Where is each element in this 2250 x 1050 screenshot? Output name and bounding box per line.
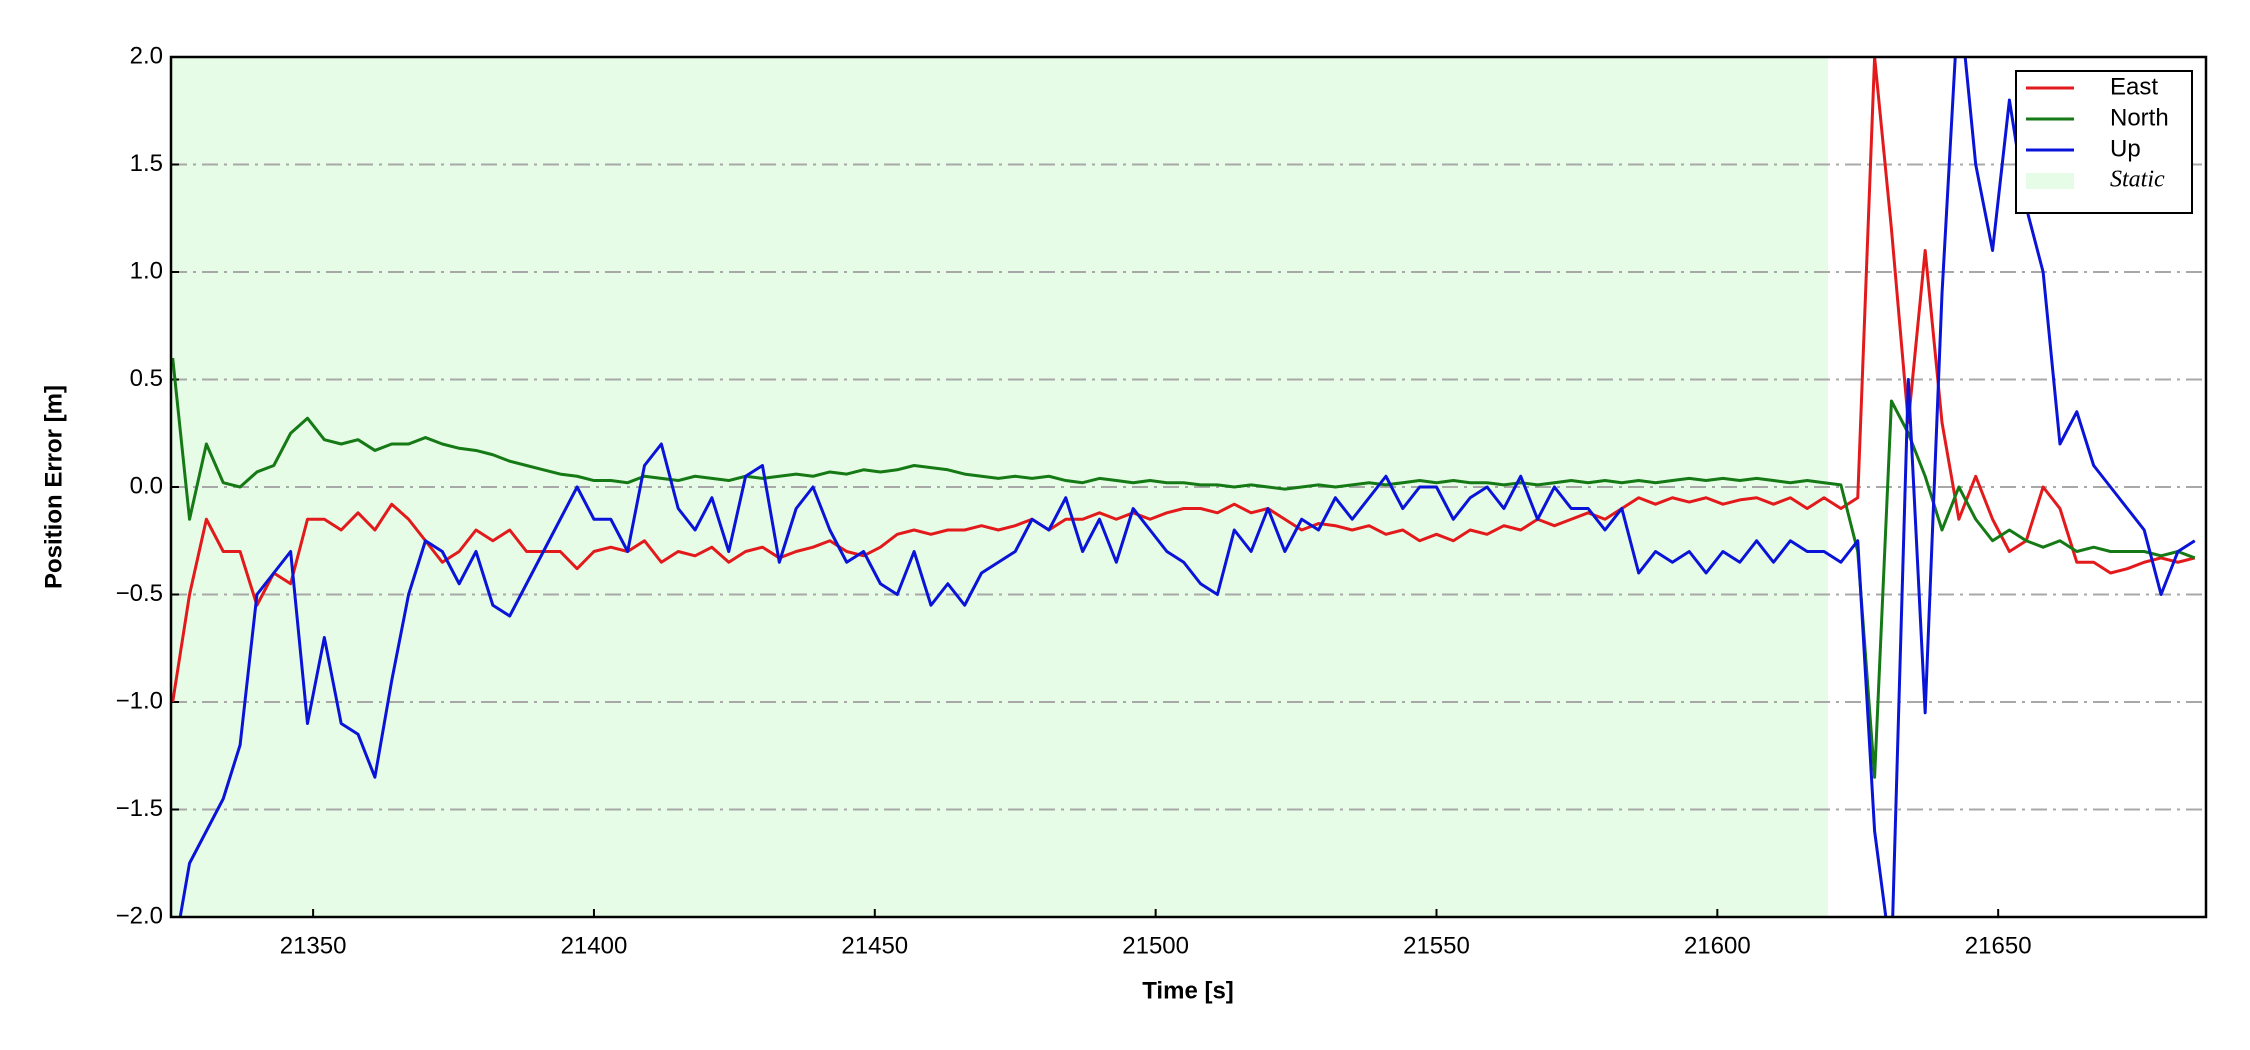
plot-frame (169, 55, 2208, 919)
x-tick-label: 21400 (561, 932, 628, 959)
y-tick-label: −2.0 (116, 902, 163, 929)
legend-label: Up (2110, 135, 2141, 162)
y-tick-label: −1.0 (116, 687, 163, 714)
legend-box (2015, 70, 2193, 214)
x-axis-title: Time [s] (1142, 977, 1234, 1004)
x-tick-label: 21550 (1403, 932, 1470, 959)
y-tick-label: 0.0 (130, 472, 163, 499)
y-tick-label: −0.5 (116, 580, 163, 607)
plot-lines (171, 57, 2196, 917)
y-tick-label: −1.5 (116, 795, 163, 822)
y-tick-label: 0.5 (130, 365, 163, 392)
legend-swatch (2026, 173, 2074, 189)
x-tick-label: 21650 (1965, 932, 2032, 959)
y-tick-label: 2.0 (130, 42, 163, 69)
y-axis-title: Position Error [m] (40, 385, 67, 589)
y-tick-label: 1.0 (130, 257, 163, 284)
y-tick-label: 1.5 (130, 150, 163, 177)
x-tick-label: 21450 (841, 932, 908, 959)
data-line (171, 57, 2196, 703)
legend-label: East (2110, 73, 2158, 100)
legend-label: Static (2110, 167, 2165, 193)
x-tick-label: 21350 (280, 932, 347, 959)
legend-label: North (2110, 104, 2169, 131)
data-line (178, 57, 2196, 917)
x-tick-label: 21600 (1684, 932, 1751, 959)
x-tick-label: 21500 (1122, 932, 1189, 959)
